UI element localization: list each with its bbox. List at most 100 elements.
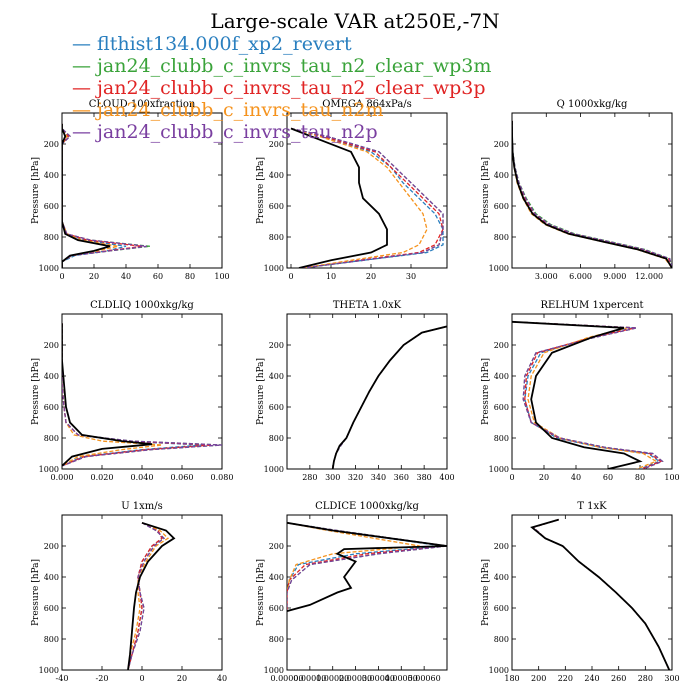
y-tick-label: 200 [44, 140, 59, 149]
x-tick-label: 40 [571, 473, 581, 482]
x-tick-label: 360 [394, 473, 409, 482]
x-tick-label: 3.000 [535, 272, 558, 281]
series-line-1 [512, 120, 672, 268]
series-group [290, 127, 444, 268]
series-group [287, 521, 447, 612]
series-line-3 [332, 325, 447, 469]
x-tick-label: 340 [371, 473, 386, 482]
x-tick-label: 220 [558, 674, 573, 683]
x-tick-label: -40 [56, 674, 69, 683]
y-tick-label: 600 [494, 202, 509, 211]
y-tick-label: 800 [494, 434, 509, 443]
x-tick-label: 0.00010 [293, 674, 326, 683]
x-tick-label: 20 [539, 473, 549, 482]
panel-4: CLDLIQ 1000xkg/kg Pressure [hPa]200 400 600… [31, 300, 233, 482]
y-axis-label: Pressure [hPa] [31, 358, 41, 425]
series-group [512, 320, 664, 469]
x-tick-label: 400 [439, 473, 454, 482]
legend-entry-1: — flthist134.000f_xp2_revert [72, 33, 352, 55]
y-tick-label: 1000 [489, 264, 509, 273]
series-line-3 [512, 120, 672, 268]
series-line-4 [62, 323, 163, 467]
series-line-2 [332, 325, 447, 469]
panel-title: OMEGA 864xPa/s [322, 99, 412, 110]
x-tick-label: 0.00030 [339, 674, 372, 683]
y-tick-label: 400 [269, 573, 284, 582]
x-tick-label: 20 [89, 272, 99, 281]
plot-frame [511, 112, 673, 269]
y-axis-label: Pressure [hPa] [481, 157, 491, 224]
panel-title: CLDICE 1000xkg/kg [315, 501, 419, 512]
x-tick-label: 0 [288, 272, 293, 281]
x-tick-label: 0.00020 [316, 674, 349, 683]
y-tick-label: 200 [269, 140, 284, 149]
x-tick-label: 100 [214, 272, 229, 281]
y-axis-label: Pressure [hPa] [481, 559, 491, 626]
x-tick-label: 20 [177, 674, 187, 683]
series-line-3 [62, 323, 213, 467]
y-tick-label: 600 [269, 604, 284, 613]
series-line-4 [290, 127, 428, 268]
series-line-3 [62, 123, 143, 268]
y-tick-label: 800 [269, 635, 284, 644]
x-tick-label: 30 [406, 272, 416, 281]
x-tick-label: 0.00060 [408, 674, 441, 683]
x-tick-label: 320 [348, 473, 363, 482]
reference-line [331, 325, 447, 469]
series-line-4 [287, 522, 420, 612]
y-tick-label: 200 [494, 140, 509, 149]
y-tick-label: 1000 [489, 666, 509, 675]
panel-title: U 1xm/s [121, 501, 163, 512]
y-tick-label: 800 [269, 434, 284, 443]
series-group [62, 323, 222, 467]
y-tick-label: 400 [494, 372, 509, 381]
panel-8: CLDICE 1000xkg/kg Pressure [hPa]200 400 600… [256, 501, 448, 683]
x-tick-label: 20 [366, 272, 376, 281]
y-tick-label: 400 [494, 171, 509, 180]
reference-line [512, 120, 672, 268]
series-line-3 [512, 321, 663, 469]
y-tick-label: 1000 [39, 264, 59, 273]
series-line-3 [287, 522, 447, 612]
legend-entry-4: — jan24_clubb_c_invrs_tau_n2m [72, 99, 384, 121]
x-tick-label: 6.000 [569, 272, 592, 281]
y-tick-label: 1000 [489, 465, 509, 474]
y-tick-label: 1000 [264, 666, 284, 675]
legend-entry-2: — jan24_clubb_c_invrs_tau_n2_clear_wp3m [72, 55, 491, 77]
legend-entry-5: — jan24_clubb_c_invrs_tau_n2p [72, 121, 378, 143]
series-group [512, 120, 672, 268]
x-tick-label: 40 [121, 272, 131, 281]
series-line-5 [512, 120, 672, 268]
y-tick-label: 200 [269, 542, 284, 551]
series-group [331, 325, 447, 469]
y-axis-label: Pressure [hPa] [256, 559, 266, 626]
y-tick-label: 800 [44, 635, 59, 644]
x-tick-label: 280 [638, 674, 653, 683]
figure-title: Large-scale VAR at250E,-7N [210, 9, 499, 33]
x-tick-label: 9.000 [603, 272, 626, 281]
plot-frame [286, 313, 448, 470]
plot-frame [511, 514, 673, 671]
y-tick-label: 400 [494, 573, 509, 582]
y-tick-label: 1000 [39, 666, 59, 675]
x-tick-label: -20 [96, 674, 109, 683]
y-tick-label: 400 [44, 171, 59, 180]
y-axis-label: Pressure [hPa] [31, 559, 41, 626]
y-tick-label: 600 [269, 202, 284, 211]
y-tick-label: 400 [44, 573, 59, 582]
plot-frame [286, 112, 448, 269]
x-tick-label: 100 [664, 473, 679, 482]
x-tick-label: 200 [531, 674, 546, 683]
panel-5: THETA 1.0xK Pressure [hPa]200 400 600 800 100… [256, 300, 455, 482]
plot-frame [286, 514, 448, 671]
y-axis-label: Pressure [hPa] [256, 358, 266, 425]
legend-entry-3: — jan24_clubb_c_invrs_tau_n2_clear_wp3p [72, 77, 486, 99]
y-tick-label: 400 [269, 372, 284, 381]
y-tick-label: 200 [494, 542, 509, 551]
panel-title: CLDLIQ 1000xkg/kg [90, 300, 194, 311]
panel-title: CLOUD 100xfraction [89, 99, 196, 110]
